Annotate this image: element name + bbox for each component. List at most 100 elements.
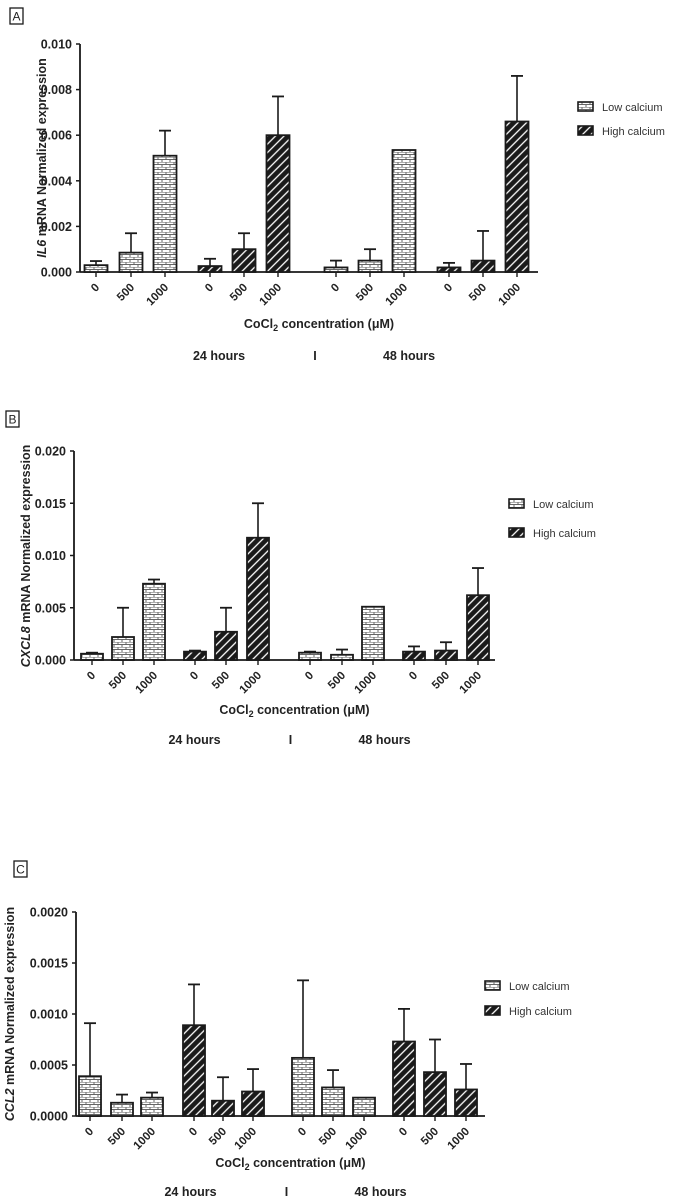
panel-letter: A (12, 10, 20, 24)
x-category-label: 500 (467, 282, 489, 304)
y-tick-label: 0.004 (41, 174, 72, 188)
bar-high-calcium (454, 1088, 478, 1117)
bar-low-calcium (110, 1101, 134, 1117)
x-category-label: 500 (317, 1126, 339, 1148)
bar-high-calcium (402, 650, 426, 661)
x-category-label: 500 (430, 670, 452, 692)
x-category-label: 500 (115, 282, 137, 304)
x-category-label: 0 (187, 1126, 200, 1139)
x-category-label: 0 (85, 670, 98, 683)
legend-label-high: High calcium (533, 528, 596, 540)
bar-low-calcium (330, 653, 354, 661)
y-tick-label: 0.0015 (30, 957, 68, 971)
bar-high-calcium (246, 536, 270, 661)
x-category-label: 500 (419, 1126, 441, 1148)
panel-a: A 0.000 0.002 0.004 0.006 0.008 0.010 IL6 mRNA … (9, 7, 665, 363)
bar-high-calcium (423, 1071, 447, 1117)
y-tick-label: 0.015 (35, 497, 66, 511)
x-category-label: 1000 (353, 670, 380, 697)
y-tick-label: 0.020 (35, 445, 66, 459)
y-tick-label: 0.000 (35, 654, 66, 668)
bar-high-calcium (436, 266, 462, 273)
x-category-label: 500 (207, 1126, 229, 1148)
x-category-label: 0 (83, 1126, 96, 1139)
time-separator: I (285, 1185, 288, 1199)
x-category-label: 0 (407, 670, 420, 683)
bar-high-calcium (392, 1040, 416, 1117)
panel-letter: C (16, 863, 25, 877)
x-category-label: 1000 (384, 282, 411, 309)
time-label-24h: 24 hours (168, 733, 220, 747)
bar-low-calcium (142, 582, 166, 661)
time-label-48h: 48 hours (354, 1185, 406, 1199)
legend-label-high: High calcium (509, 1006, 572, 1018)
bar-high-calcium (231, 248, 257, 273)
bar-low-calcium (291, 1056, 315, 1117)
x-category-label: 500 (210, 670, 232, 692)
y-axis-title: CCL2 mRNA Normalized expression (3, 907, 17, 1121)
legend: Low calcium High calcium (577, 101, 665, 138)
x-category-label: 1000 (145, 282, 172, 309)
bar-low-calcium (80, 652, 104, 661)
x-category-label: 1000 (134, 670, 161, 697)
y-tick-label: 0.006 (41, 129, 72, 143)
x-category-label: 0 (296, 1126, 309, 1139)
x-category-label: 0 (397, 1126, 410, 1139)
bar-high-calcium (214, 630, 238, 661)
x-category-label: 0 (203, 282, 216, 295)
x-category-label: 500 (107, 670, 129, 692)
x-category-label: 0 (303, 670, 316, 683)
x-category-label: 1000 (258, 282, 285, 309)
bar-high-calcium (183, 650, 207, 661)
x-axis-title: CoCl2 concentration (μM) (215, 1156, 365, 1172)
x-category-label: 1000 (233, 1126, 260, 1153)
time-label-24h: 24 hours (164, 1185, 216, 1199)
bar-low-calcium (352, 1096, 376, 1117)
time-label-48h: 48 hours (383, 349, 435, 363)
bar-low-calcium (323, 266, 349, 273)
bar-high-calcium (504, 120, 530, 273)
y-tick-label: 0.010 (35, 549, 66, 563)
time-label-48h: 48 hours (358, 733, 410, 747)
bar-low-calcium (152, 154, 178, 273)
y-tick-label: 0.0000 (30, 1110, 68, 1124)
bar-high-calcium (211, 1099, 235, 1117)
x-category-label: 500 (106, 1126, 128, 1148)
bar-high-calcium (466, 594, 490, 661)
x-category-label: 0 (329, 282, 342, 295)
x-category-label: 1000 (132, 1126, 159, 1153)
x-category-label: 1000 (238, 670, 265, 697)
x-category-label: 1000 (458, 670, 485, 697)
bar-high-calcium (241, 1090, 265, 1117)
x-category-label: 0 (442, 282, 455, 295)
time-separator: I (313, 349, 316, 363)
time-label-24h: 24 hours (193, 349, 245, 363)
legend: Low calcium High calcium (484, 980, 572, 1018)
y-tick-label: 0.0005 (30, 1059, 68, 1073)
bar-low-calcium (357, 259, 383, 273)
bar-low-calcium (83, 264, 109, 273)
bar-low-calcium (118, 251, 144, 273)
panel-c: C 0.0000 0.0005 0.0010 0.0015 0.0020 CCL2 mRNA… (3, 860, 572, 1199)
y-tick-label: 0.000 (41, 266, 72, 280)
x-category-label: 1000 (446, 1126, 473, 1153)
y-tick-label: 0.0010 (30, 1008, 68, 1022)
y-tick-label: 0.005 (35, 601, 66, 615)
bar-high-calcium (470, 259, 496, 273)
panel-letter-box (5, 410, 20, 428)
panel-letter: B (8, 413, 16, 427)
x-category-label: 0 (188, 670, 201, 683)
bar-high-calcium (182, 1024, 206, 1117)
bar-high-calcium (434, 649, 458, 661)
bar-low-calcium (111, 636, 135, 661)
legend-label-low: Low calcium (509, 981, 570, 993)
x-category-label: 500 (228, 282, 250, 304)
legend: Low calcium High calcium (508, 498, 596, 540)
legend-swatch-low (577, 101, 594, 112)
x-category-label: 500 (326, 670, 348, 692)
x-category-label: 0 (89, 282, 102, 295)
bar-high-calcium (197, 265, 223, 273)
x-category-label: 1000 (344, 1126, 371, 1153)
legend-swatch-high (484, 1005, 501, 1016)
y-tick-label: 0.008 (41, 83, 72, 97)
